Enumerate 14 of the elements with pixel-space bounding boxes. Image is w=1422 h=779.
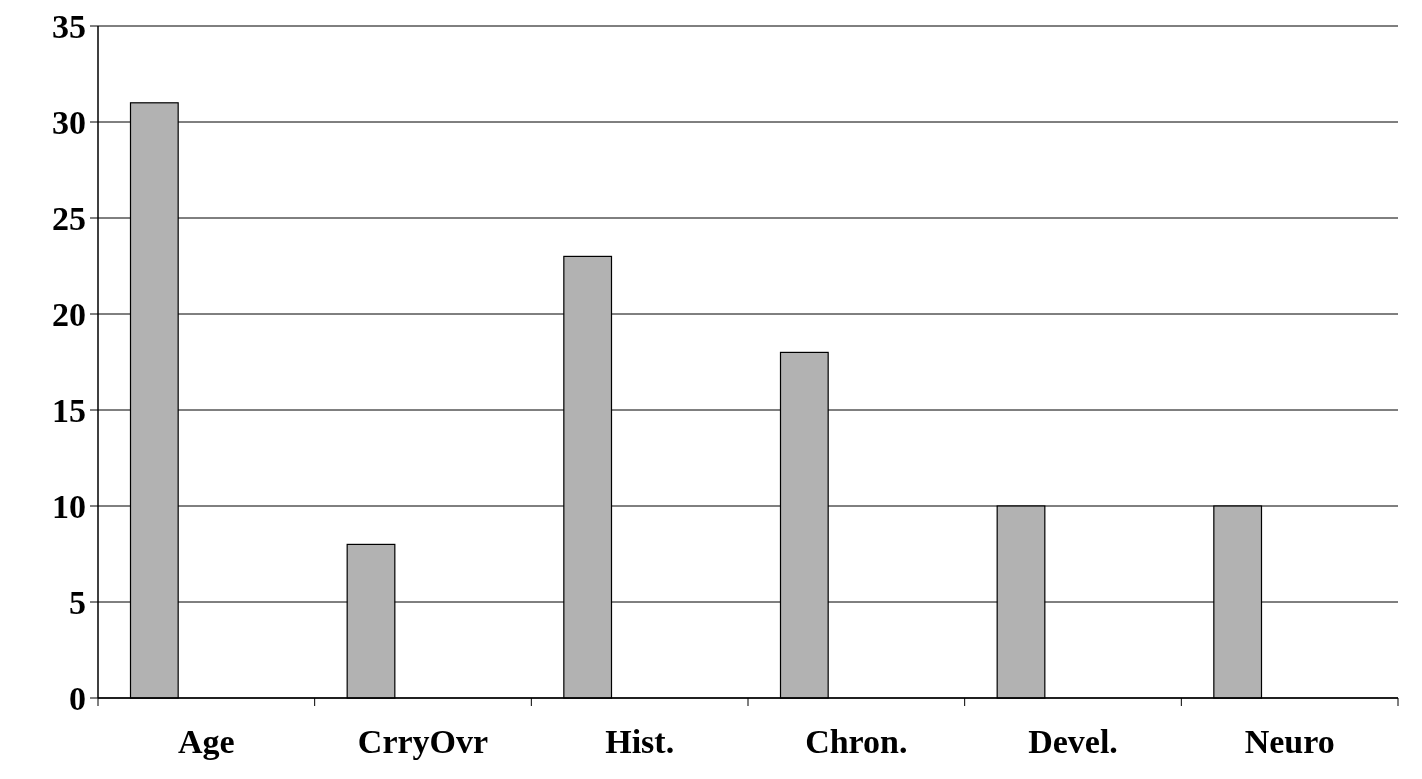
y-tick-label: 5 xyxy=(69,583,86,621)
x-tick-label: Chron. xyxy=(805,723,908,760)
y-tick-label: 25 xyxy=(52,199,86,237)
x-tick-label: Neuro xyxy=(1244,723,1335,760)
x-tick-label: Age xyxy=(178,723,235,760)
y-tick-label: 30 xyxy=(52,103,86,141)
x-tick-label: Devel. xyxy=(1028,723,1118,760)
y-tick-label: 15 xyxy=(52,391,86,429)
x-tick-label: CrryOvr xyxy=(357,723,489,760)
y-tick-label: 10 xyxy=(52,487,86,525)
y-tick-label: 0 xyxy=(69,679,86,717)
y-tick-label: 20 xyxy=(52,295,86,333)
y-tick-label: 35 xyxy=(52,7,86,45)
x-tick-label: Hist. xyxy=(605,723,675,760)
